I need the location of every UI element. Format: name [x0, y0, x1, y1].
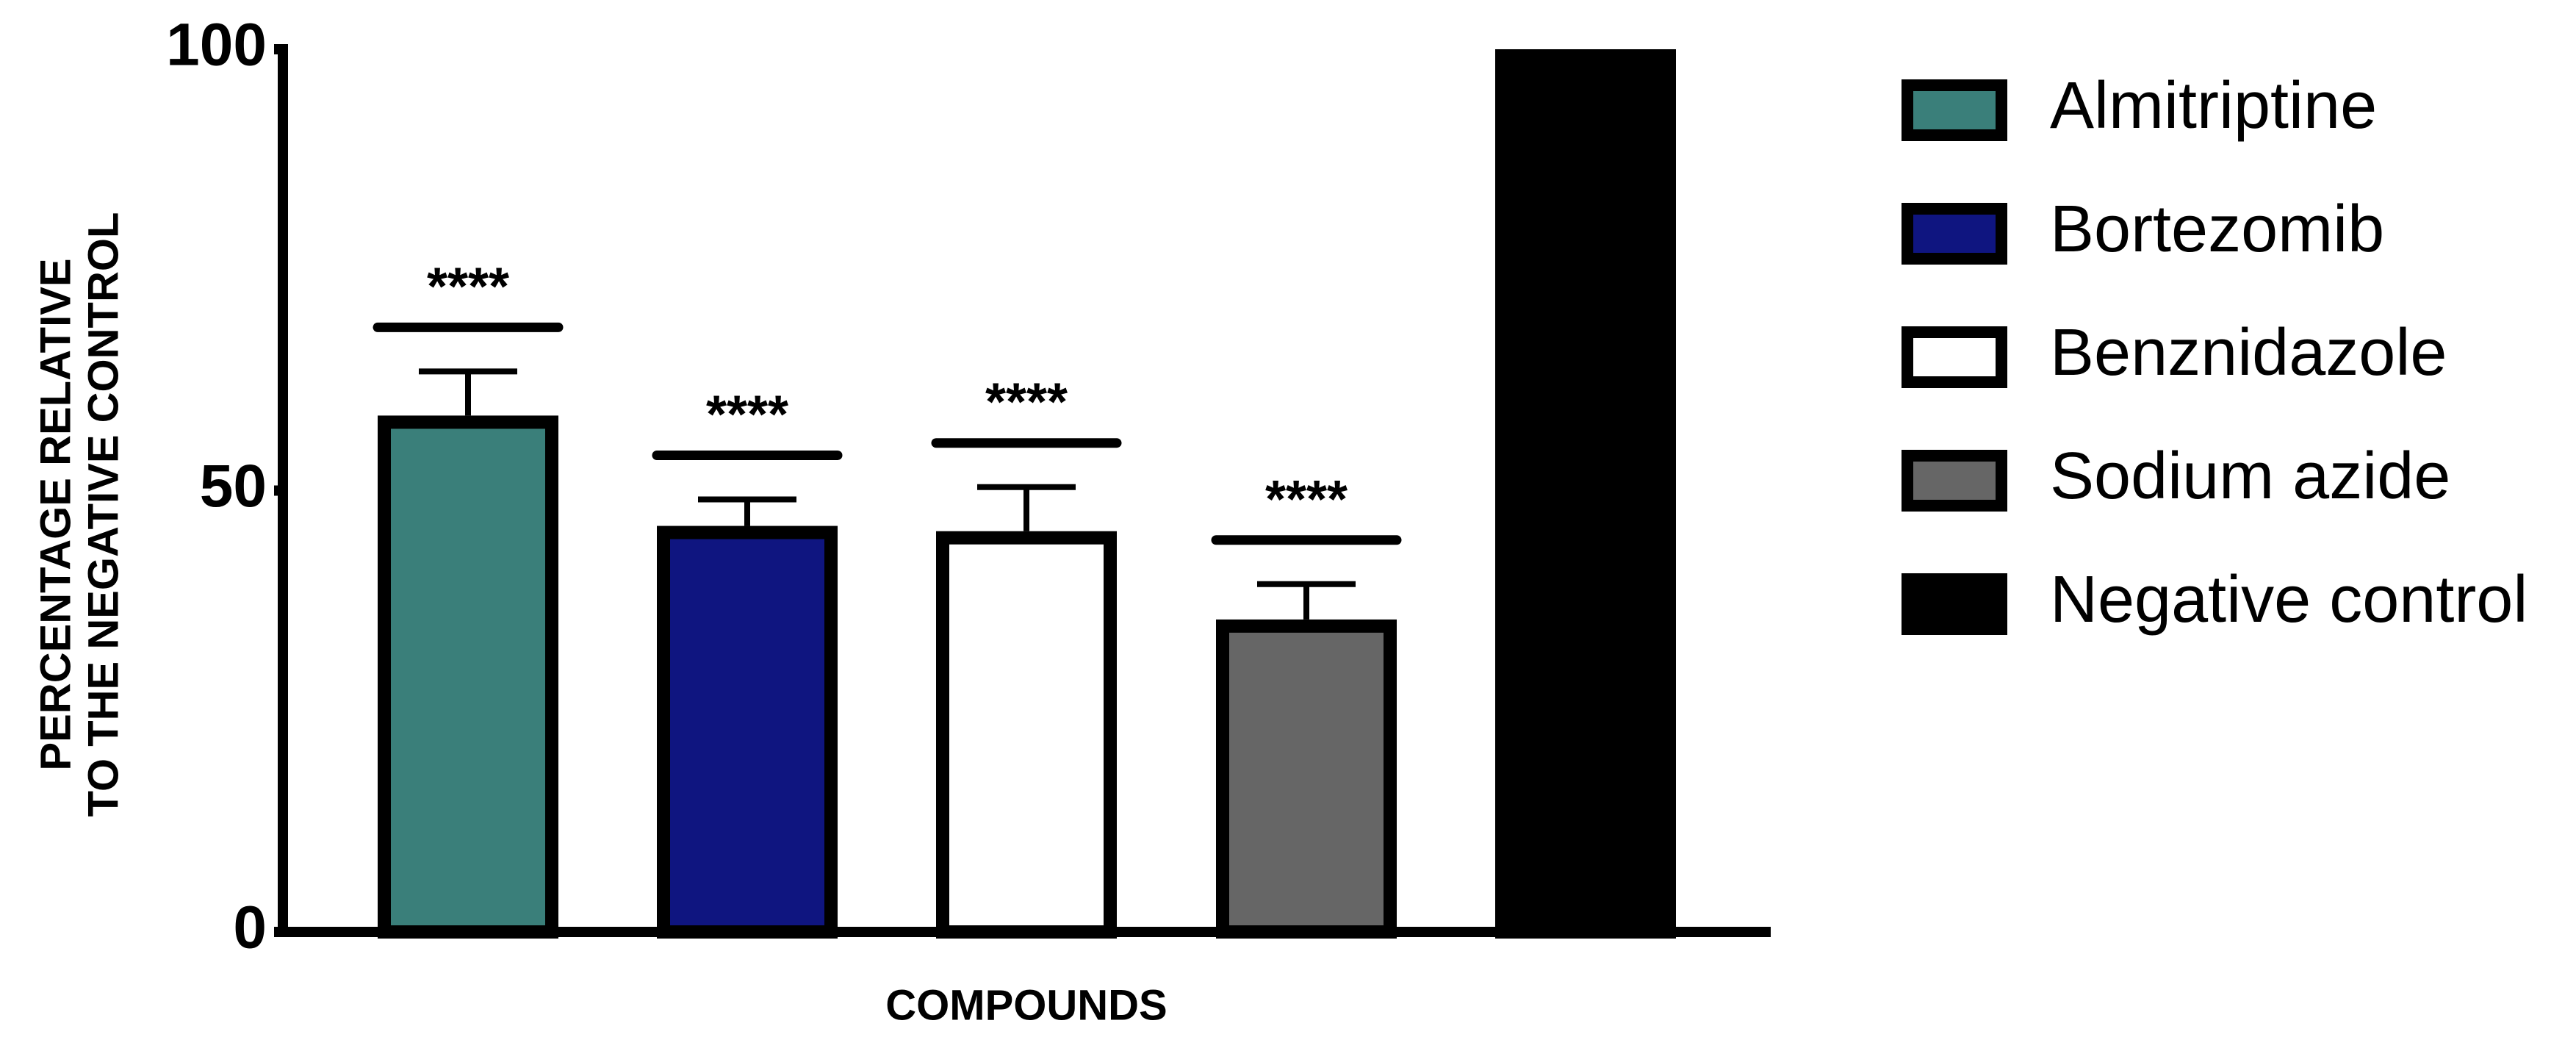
bar [936, 531, 1117, 939]
legend-label: Sodium azide [2050, 440, 2450, 513]
significance-label: **** [1265, 470, 1348, 529]
legend-swatch [1902, 203, 2007, 265]
significance-label: **** [427, 257, 509, 316]
y-axis-label-group: PERCENTAGE RELATIVE TO THE NEGATIVE CONT… [32, 212, 127, 817]
significance-label: **** [706, 386, 788, 445]
significance-label: **** [985, 373, 1068, 432]
bar [1495, 49, 1676, 939]
x-axis-label: COMPOUNDS [885, 981, 1167, 1029]
legend-label: Negative control [2050, 563, 2528, 636]
legend-swatch [1902, 326, 2007, 388]
legend-label: Bortezomib [2050, 193, 2384, 266]
y-tick-label: 100 [166, 12, 267, 79]
legend-swatch [1902, 79, 2007, 141]
legend-label: Benznidazole [2050, 316, 2447, 390]
y-tick-label: 50 [200, 453, 267, 520]
y-axis-label: TO THE NEGATIVE CONTROL [79, 212, 127, 817]
bar [1216, 619, 1397, 939]
legend-swatch [1902, 573, 2007, 635]
y-tick-label: 0 [233, 894, 267, 961]
bar [657, 526, 838, 939]
bar [378, 415, 558, 939]
y-axis-label: PERCENTAGE RELATIVE [32, 258, 79, 770]
legend-label: Almitriptine [2050, 69, 2377, 143]
legend-swatch [1902, 450, 2007, 512]
